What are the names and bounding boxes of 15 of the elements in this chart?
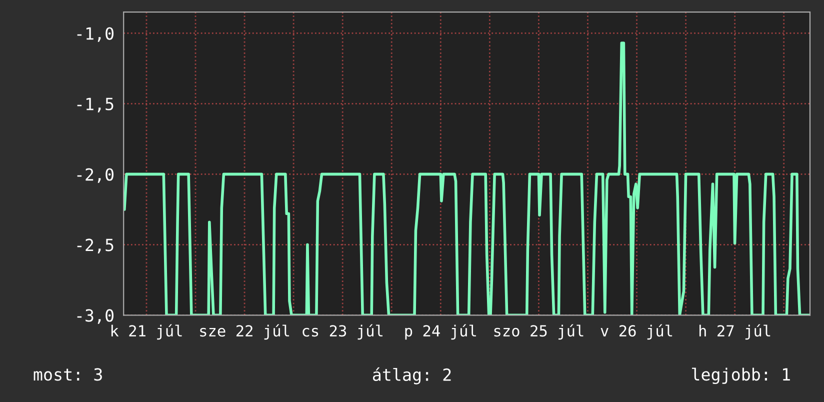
- y-tick-label: -3,0: [77, 309, 114, 324]
- x-tick-label: v 26 júl: [600, 324, 672, 340]
- text: legjobb: 1: [692, 368, 790, 384]
- x-tick-label: h 27 júl: [699, 324, 770, 340]
- x-tick-label: szo 25 júl: [494, 324, 584, 340]
- y-tick-label: -2,5: [77, 238, 114, 254]
- text: átlag: 2: [372, 367, 451, 384]
- x-tick-label: sze 22 júl: [200, 324, 290, 340]
- x-tick-label: p 24 júl: [405, 324, 476, 340]
- y-tick-label: -1,0: [77, 27, 114, 42]
- text: most: 3: [34, 368, 102, 381]
- x-tick-label: cs 23 júl: [302, 324, 382, 340]
- y-tick-label: -2,0: [77, 168, 114, 183]
- x-tick-label: k 21 júl: [111, 324, 182, 340]
- y-tick-label: -1,5: [77, 98, 114, 112]
